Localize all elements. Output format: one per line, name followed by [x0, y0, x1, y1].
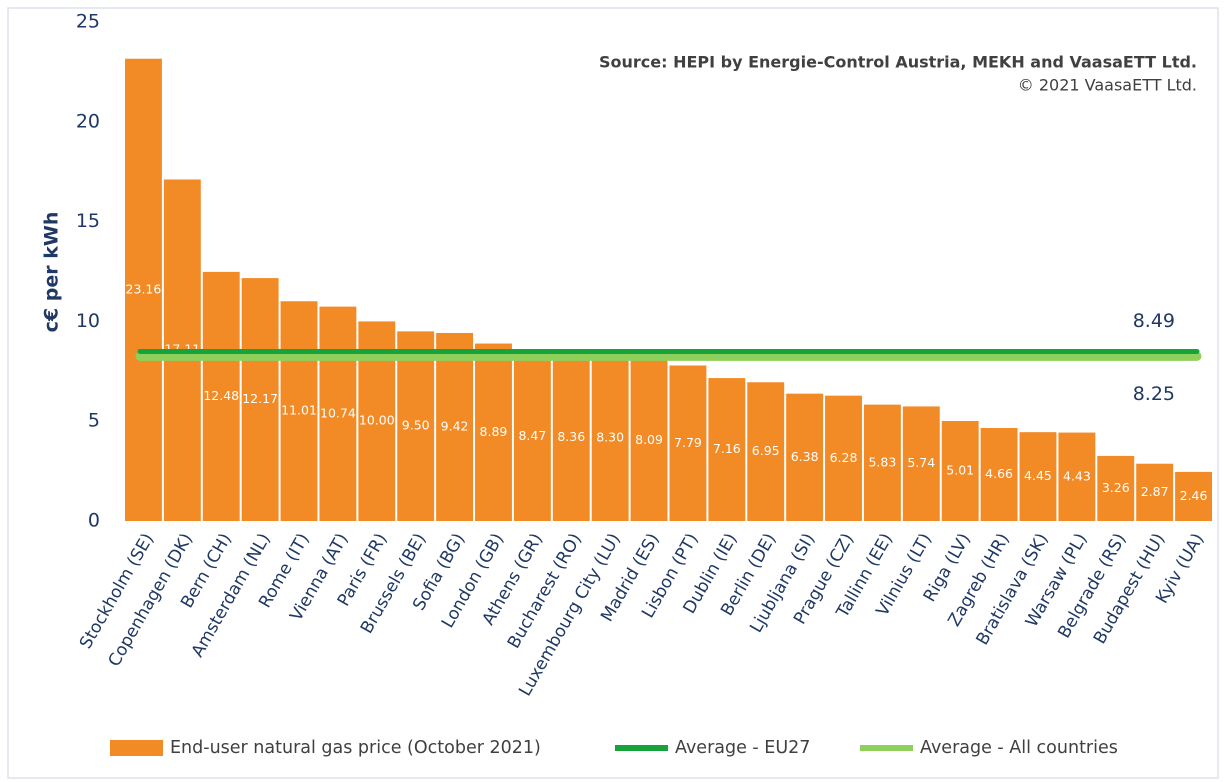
copyright: © 2021 VaasaETT Ltd. [1018, 76, 1197, 95]
value-label: 4.43 [1063, 468, 1091, 483]
value-label: 8.30 [596, 430, 624, 445]
value-label: 2.87 [1141, 484, 1169, 499]
value-label: 5.01 [946, 463, 974, 478]
bar [202, 271, 240, 521]
legend-label: Average - EU27 [675, 738, 810, 758]
bar [319, 306, 357, 521]
bar [825, 395, 862, 521]
bar [708, 378, 746, 521]
value-label: 11.01 [281, 403, 317, 418]
bar [941, 421, 979, 521]
value-label: 12.48 [203, 388, 239, 403]
value-label: 4.45 [1024, 468, 1052, 483]
bar [552, 354, 590, 521]
bar [786, 393, 824, 521]
value-label: 3.26 [1102, 480, 1130, 495]
bar [1097, 455, 1135, 521]
average-label: 8.49 [1133, 310, 1175, 332]
bar [630, 359, 668, 521]
value-label: 9.42 [441, 418, 469, 433]
value-label: 5.74 [907, 455, 935, 470]
bar [125, 58, 162, 521]
bar [280, 301, 318, 521]
y-tick-label: 20 [76, 110, 100, 132]
value-label: 23.16 [126, 281, 162, 296]
bar [747, 382, 785, 521]
value-label: 6.95 [752, 443, 780, 458]
bar [1175, 471, 1212, 521]
value-label: 5.83 [868, 454, 896, 469]
y-tick-label: 15 [76, 210, 100, 232]
chart-frame [7, 7, 1219, 779]
y-tick-label: 10 [76, 310, 100, 332]
bar [397, 331, 435, 521]
value-label: 8.89 [480, 424, 508, 439]
bar [863, 404, 901, 521]
value-label: 10.74 [320, 405, 356, 420]
value-label: 9.50 [402, 418, 430, 433]
bar [669, 365, 707, 521]
value-label: 12.17 [242, 391, 278, 406]
y-axis-label: c€ per kWh [41, 212, 63, 333]
bar [436, 332, 474, 521]
value-label: 7.79 [674, 435, 702, 450]
value-label: 8.36 [557, 429, 585, 444]
value-label: 8.47 [518, 428, 546, 443]
legend-swatch [110, 740, 163, 756]
legend-label: Average - All countries [920, 738, 1118, 758]
average-label: 8.25 [1133, 383, 1175, 405]
bar [475, 343, 512, 521]
y-tick-label: 0 [88, 510, 100, 532]
bar [980, 427, 1018, 521]
legend-label: End-user natural gas price (October 2021… [170, 738, 541, 758]
value-label: 8.09 [635, 432, 663, 447]
value-label: 4.66 [985, 466, 1013, 481]
bar [902, 406, 940, 521]
value-label: 7.16 [713, 441, 741, 456]
value-label: 10.00 [359, 413, 395, 428]
bar [591, 355, 629, 521]
y-tick-label: 25 [76, 11, 100, 33]
value-label: 6.28 [830, 450, 858, 465]
bar [513, 351, 551, 521]
bar [1019, 432, 1057, 521]
source: Source: HEPI by Energie-Control Austria,… [599, 53, 1197, 72]
bar [241, 278, 279, 521]
bar [1058, 432, 1096, 521]
y-tick-label: 5 [88, 410, 100, 432]
bar [1136, 463, 1174, 521]
value-label: 6.38 [791, 449, 819, 464]
value-label: 2.46 [1180, 488, 1208, 503]
